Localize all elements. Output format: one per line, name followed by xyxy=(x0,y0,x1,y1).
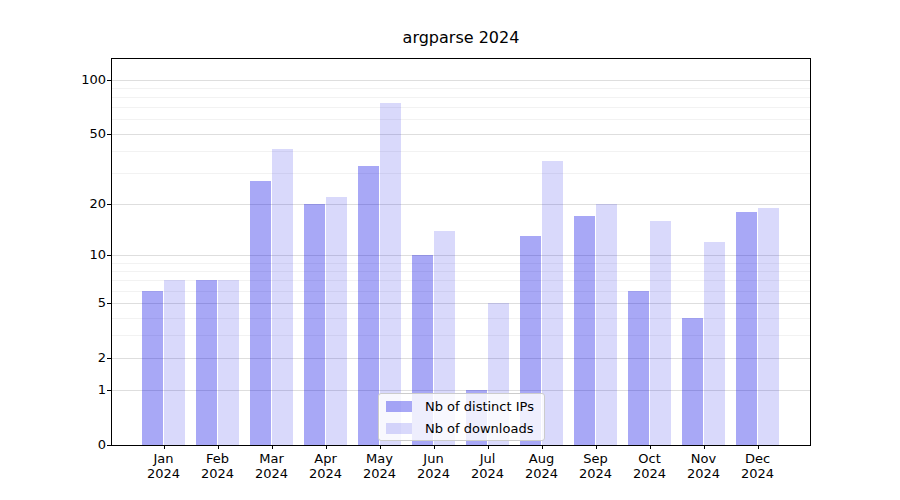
bar-downloads-sep xyxy=(596,204,618,445)
bar-distinct-ips-jan xyxy=(142,291,164,445)
gridline-minor-40 xyxy=(112,151,810,152)
legend-item-downloads: Nb of downloads xyxy=(386,421,536,436)
y-tick-10 xyxy=(107,255,111,256)
x-tick-may xyxy=(380,445,381,449)
x-tick-oct xyxy=(650,445,651,449)
bar-downloads-jan xyxy=(164,280,186,445)
bar-distinct-ips-oct xyxy=(628,291,650,445)
x-tick-jul xyxy=(488,445,489,449)
x-tick-label-dec: Dec 2024 xyxy=(723,451,793,481)
bar-downloads-mar xyxy=(272,149,294,445)
x-tick-aug xyxy=(542,445,543,449)
gridline-major-100 xyxy=(112,80,810,81)
bar-distinct-ips-feb xyxy=(196,280,218,445)
y-tick-label-5: 5 xyxy=(46,295,106,311)
y-tick-label-50: 50 xyxy=(46,126,106,142)
gridline-minor-70 xyxy=(112,107,810,108)
legend-swatch-downloads-icon xyxy=(386,423,412,434)
gridline-minor-30 xyxy=(112,173,810,174)
gridline-minor-80 xyxy=(112,97,810,98)
y-tick-50 xyxy=(107,134,111,135)
gridline-major-50 xyxy=(112,134,810,135)
bar-downloads-dec xyxy=(758,208,780,445)
bar-distinct-ips-nov xyxy=(682,318,704,446)
plot-area: Nb of distinct IPs Nb of downloads xyxy=(111,58,811,446)
x-tick-dec xyxy=(758,445,759,449)
x-tick-feb xyxy=(218,445,219,449)
y-tick-100 xyxy=(107,80,111,81)
legend: Nb of distinct IPs Nb of downloads xyxy=(378,393,545,441)
y-tick-label-0: 0 xyxy=(46,437,106,453)
y-tick-label-20: 20 xyxy=(46,196,106,212)
x-tick-sep xyxy=(596,445,597,449)
legend-item-distinct-ips: Nb of distinct IPs xyxy=(386,399,536,414)
x-tick-apr xyxy=(326,445,327,449)
bar-downloads-nov xyxy=(704,242,726,445)
y-tick-0 xyxy=(107,445,111,446)
bar-downloads-apr xyxy=(326,197,348,445)
bar-distinct-ips-mar xyxy=(250,181,272,445)
bar-distinct-ips-dec xyxy=(736,212,758,445)
gridline-minor-60 xyxy=(112,119,810,120)
y-tick-label-10: 10 xyxy=(46,247,106,263)
x-tick-mar xyxy=(272,445,273,449)
y-tick-label-100: 100 xyxy=(46,72,106,88)
gridline-major-20 xyxy=(112,204,810,205)
legend-label: Nb of downloads xyxy=(425,421,533,436)
y-tick-label-2: 2 xyxy=(46,350,106,366)
gridline-minor-90 xyxy=(112,88,810,89)
chart-title: argparse 2024 xyxy=(112,28,810,47)
y-tick-label-1: 1 xyxy=(46,382,106,398)
y-tick-1 xyxy=(107,390,111,391)
bar-downloads-feb xyxy=(218,280,240,445)
y-tick-5 xyxy=(107,303,111,304)
y-tick-20 xyxy=(107,204,111,205)
bar-downloads-oct xyxy=(650,221,672,445)
y-tick-2 xyxy=(107,358,111,359)
x-tick-jan xyxy=(164,445,165,449)
legend-swatch-distinct-ips-icon xyxy=(386,401,412,412)
x-tick-nov xyxy=(704,445,705,449)
x-tick-jun xyxy=(434,445,435,449)
figure: argparse 2024 Nb of distinct IPs Nb of d… xyxy=(0,0,900,500)
bar-distinct-ips-sep xyxy=(574,216,596,445)
bar-distinct-ips-may xyxy=(358,166,380,445)
legend-label: Nb of distinct IPs xyxy=(425,399,534,414)
bar-distinct-ips-apr xyxy=(304,204,326,445)
